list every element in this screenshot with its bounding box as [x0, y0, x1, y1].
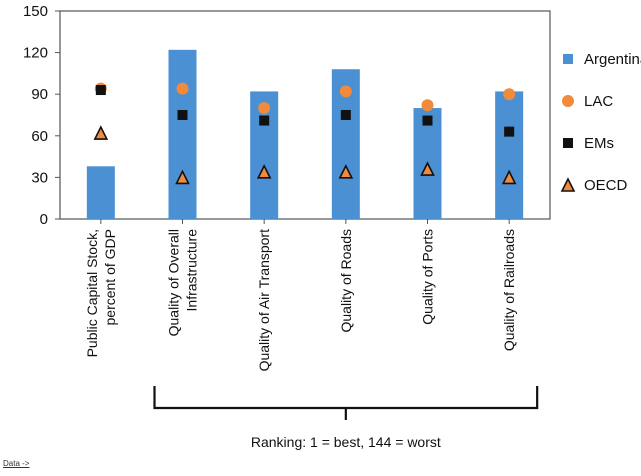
data-point-oecd	[501, 169, 517, 185]
legend-label: Argentina	[584, 51, 641, 68]
legend-label: EMs	[584, 135, 614, 152]
y-tick-label: 120	[23, 45, 48, 62]
y-tick-label: 90	[31, 86, 48, 103]
category-label-line: percent of GDP	[102, 229, 118, 326]
ranking-annotation: Ranking: 1 = best, 144 = worst	[251, 434, 441, 450]
category-label-line: Quality of Air Transport	[256, 229, 272, 372]
category-label: Quality of Railroads	[501, 229, 517, 351]
data-point-ems	[95, 85, 106, 96]
data-point-lac	[503, 88, 516, 101]
data-point-oecd	[338, 164, 354, 179]
legend-label: OECD	[584, 177, 628, 194]
category-label: Quality of Ports	[420, 229, 436, 325]
bar	[168, 49, 197, 220]
data-point-oecd	[256, 164, 272, 179]
category-label: Quality of Air Transport	[256, 229, 272, 372]
bracket-line	[153, 386, 539, 410]
y-tick-label: 150	[23, 3, 48, 20]
data-point-lac	[421, 99, 434, 112]
legend-marker-lac	[562, 95, 574, 107]
data-point-ems	[504, 126, 515, 137]
y-axis-ticks: 0 30 60 90 120 150	[23, 3, 60, 228]
x-axis-labels: Public Capital Stock, percent of GDP Quali…	[84, 219, 517, 371]
bar-series	[86, 49, 524, 220]
category-label: Public Capital Stock, percent of GDP	[84, 229, 118, 357]
legend-marker-ems	[563, 138, 573, 148]
y-tick-label: 30	[31, 169, 48, 186]
legend-label: LAC	[584, 93, 613, 110]
category-label: Quality of Roads	[338, 229, 354, 333]
data-link[interactable]: Data ->	[3, 459, 30, 468]
data-point-ems	[340, 110, 351, 120]
legend-marker-argentina	[563, 54, 573, 64]
marker-series	[93, 82, 517, 185]
data-point-ems	[177, 110, 188, 120]
data-point-oecd	[175, 169, 190, 185]
y-tick-label: 60	[31, 128, 48, 145]
category-label-line: Quality of Railroads	[501, 229, 517, 351]
bar	[495, 91, 524, 219]
legend-marker-oecd	[560, 177, 576, 192]
plot-area	[59, 10, 551, 220]
category-label-line: Infrastructure	[184, 229, 200, 312]
legend: Argentina LAC EMs OECD	[560, 51, 641, 194]
data-point-oecd	[93, 125, 109, 140]
category-label-line: Quality of Roads	[338, 229, 354, 333]
data-point-lac	[339, 85, 352, 98]
category-label-line: Quality of Overall	[166, 229, 182, 336]
category-label-line: Quality of Ports	[420, 229, 436, 325]
data-point-lac	[258, 102, 271, 115]
category-label-line: Public Capital Stock,	[84, 229, 100, 357]
category-label: Quality of Overall Infrastructure	[166, 229, 200, 337]
data-point-ems	[259, 115, 270, 126]
data-point-lac	[176, 82, 189, 95]
y-tick-label: 0	[40, 211, 48, 228]
data-point-oecd	[420, 161, 435, 176]
plot-frame	[59, 10, 551, 220]
data-point-ems	[422, 115, 433, 126]
bar	[86, 166, 115, 219]
ranking-bracket	[153, 386, 539, 420]
